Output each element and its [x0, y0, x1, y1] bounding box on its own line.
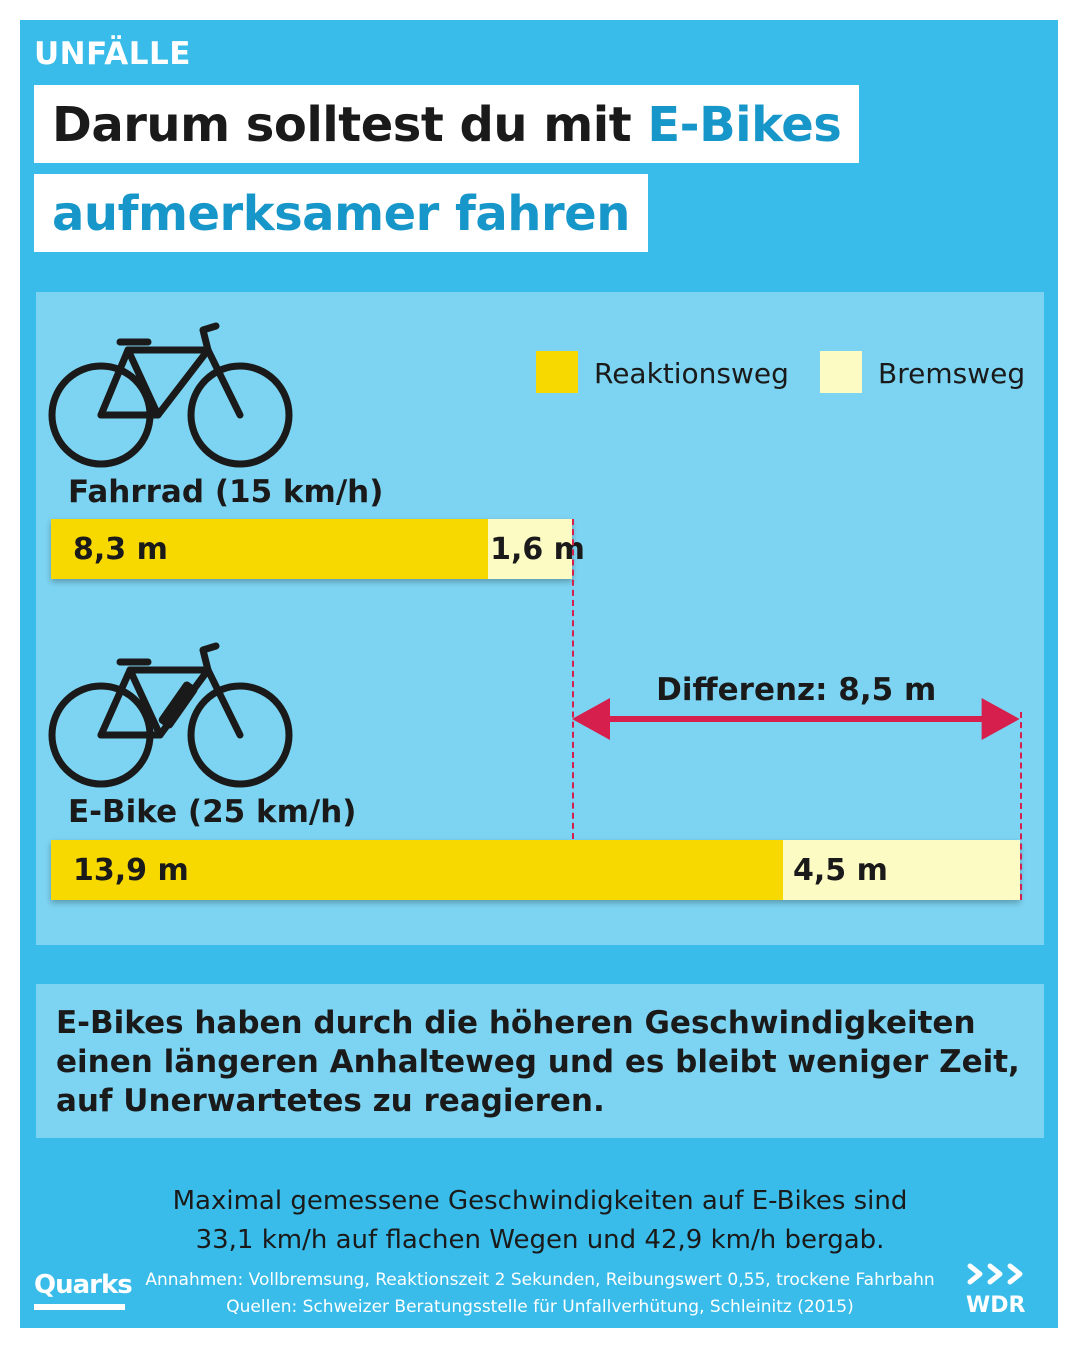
bicycle-icon: [48, 322, 293, 468]
title-line-2: aufmerksamer fahren: [34, 174, 648, 252]
legend-swatch-reaktionsweg: [536, 351, 578, 393]
title-accent-2: aufmerksamer fahren: [52, 186, 630, 242]
bar-e-bike: 13,9 m 4,5 m: [51, 840, 1020, 900]
bar-fahrrad: 8,3 m 1,6 m: [51, 519, 585, 579]
title-plain: Darum solltest du mit: [52, 97, 648, 153]
legend-swatch-bremsweg: [820, 351, 862, 393]
quarks-logo-underline: [34, 1304, 125, 1310]
explanation-box: E-Bikes haben durch die höheren Geschwin…: [36, 984, 1044, 1138]
legend-label-reaktionsweg: Reaktionsweg: [594, 357, 789, 390]
data-label-fahrrad-bremsweg: 1,6 m: [490, 532, 585, 567]
difference-end-line: [1020, 712, 1022, 900]
legend-label-bremsweg: Bremsweg: [878, 357, 1026, 390]
footer-line-1: Maximal gemessene Geschwindigkeiten auf …: [172, 1186, 908, 1216]
kicker: UNFÄLLE: [34, 36, 191, 72]
data-label-fahrrad-reaktionsweg: 8,3 m: [73, 532, 168, 567]
wdr-arrows-icon: [967, 1263, 1023, 1285]
data-label-e-bike-bremsweg: 4,5 m: [793, 853, 888, 888]
difference-arrow-head-left: [572, 698, 611, 740]
title-accent: E-Bikes: [647, 97, 842, 153]
quarks-logo: Quarks: [34, 1270, 133, 1300]
bar-segment-e-bike-reaktionsweg: [51, 840, 784, 900]
bar-segment-fahrrad-bremsweg: [488, 519, 573, 579]
bar-segment-e-bike-bremsweg: [783, 840, 1020, 900]
double-arrow-icon: [572, 698, 1020, 740]
chart-panel: [36, 292, 1044, 945]
difference-start-line: [572, 519, 575, 839]
category-label-e-bike: E-Bike (25 km/h): [68, 794, 357, 830]
explanation-text: E-Bikes haben durch die höheren Geschwin…: [56, 1005, 1020, 1119]
title-line-1: Darum solltest du mit E-Bikes: [34, 85, 860, 163]
difference-arrow-head-right: [981, 698, 1020, 740]
bar-segment-fahrrad-reaktionsweg: [51, 519, 489, 579]
category-label-fahrrad: Fahrrad (15 km/h): [68, 474, 384, 510]
difference-label: Differenz: 8,5 m: [656, 672, 937, 708]
footer-assumptions: Annahmen: Vollbremsung, Reaktionszeit 2 …: [145, 1270, 935, 1290]
footer-sources: Quellen: Schweizer Beratungsstelle für U…: [226, 1297, 854, 1317]
e-bike-icon: [48, 642, 293, 788]
footer-line-2: 33,1 km/h auf flachen Wegen und 42,9 km/…: [195, 1225, 885, 1255]
wdr-logo: WDR: [966, 1293, 1026, 1318]
data-label-e-bike-reaktionsweg: 13,9 m: [73, 853, 189, 888]
